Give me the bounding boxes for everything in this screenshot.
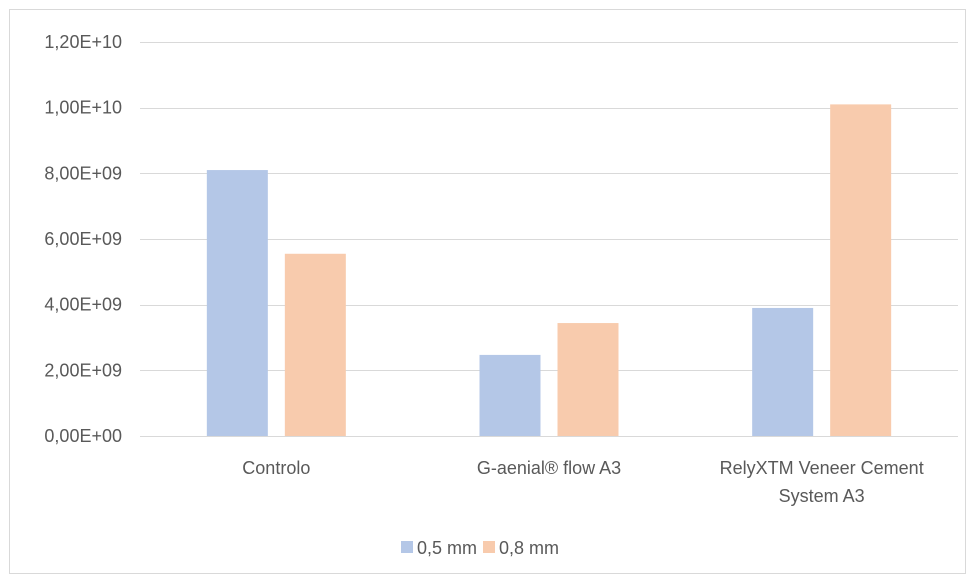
- legend: 0,5 mm 0,8 mm: [401, 538, 559, 558]
- y-tick-label: 6,00E+09: [44, 229, 122, 249]
- y-tick-label: 1,20E+10: [44, 32, 122, 52]
- bar: [557, 323, 619, 436]
- y-tick-label: 4,00E+09: [44, 295, 122, 315]
- category-label: System A3: [779, 486, 865, 506]
- bar: [284, 253, 346, 436]
- legend-swatch: [483, 541, 495, 553]
- bars: [206, 104, 892, 437]
- y-axis-tick-labels: 0,00E+00 2,00E+09 4,00E+09 6,00E+09 8,00E+09…: [44, 32, 122, 446]
- bar: [752, 307, 814, 436]
- legend-label: 0,8 mm: [499, 538, 559, 558]
- y-tick-label: 1,00E+10: [44, 98, 122, 118]
- legend-label: 0,5 mm: [417, 538, 477, 558]
- legend-swatch: [401, 541, 413, 553]
- bar: [206, 170, 268, 437]
- category-label: G-aenial® flow A3: [477, 458, 621, 478]
- bar: [830, 104, 892, 436]
- gridlines: [140, 42, 958, 371]
- y-tick-label: 2,00E+09: [44, 360, 122, 380]
- bar: [479, 354, 541, 436]
- y-tick-label: 8,00E+09: [44, 163, 122, 183]
- category-label: RelyXTM Veneer Cement: [720, 458, 924, 478]
- y-tick-label: 0,00E+00: [44, 426, 122, 446]
- category-labels: Controlo G-aenial® flow A3 RelyXTM Veneer …: [242, 458, 923, 506]
- chart-border: [9, 9, 966, 574]
- category-label: Controlo: [242, 458, 310, 478]
